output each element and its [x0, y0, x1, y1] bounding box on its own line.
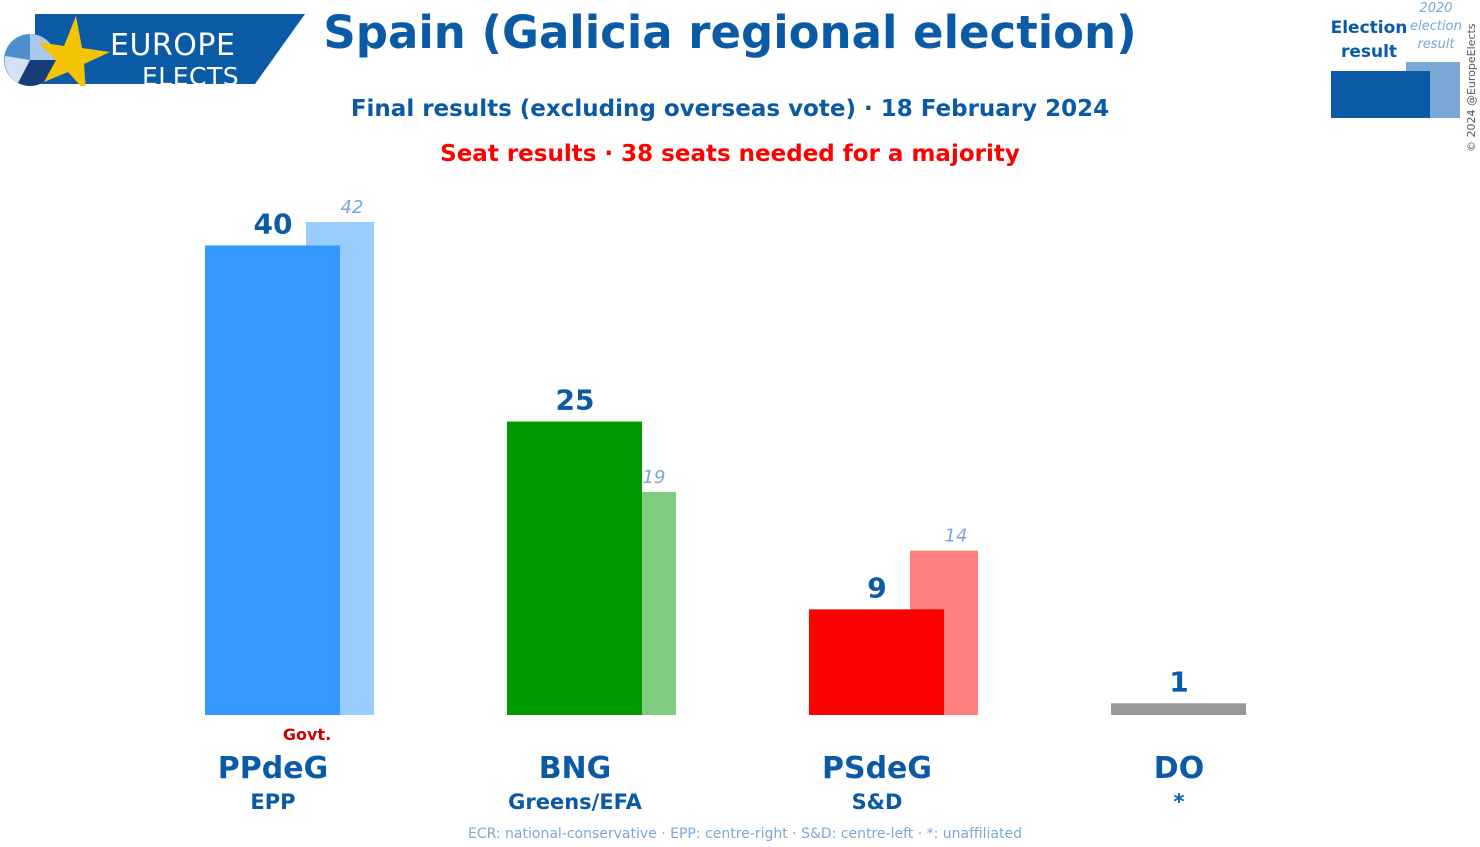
annotation-govt: Govt. [283, 725, 331, 744]
legend [1325, 0, 1465, 125]
logo-line1: EUROPE [110, 28, 236, 63]
seat-note: Seat results · 38 seats needed for a maj… [440, 141, 1020, 167]
category-label-bng: BNG [539, 751, 612, 786]
value-label-do: 1 [1169, 665, 1188, 698]
europe-elects-logo: EUROPE ELECTS [0, 12, 310, 92]
value-label-bng: 25 [556, 384, 595, 417]
chart-subtitle: Final results (excluding overseas vote) … [350, 96, 1110, 122]
value-label-previous-ppdeg: 42 [341, 197, 364, 218]
value-label-previous-bng: 19 [643, 467, 666, 488]
bar-current-psdeg [809, 609, 944, 715]
group-legend-footer: ECR: national-conservative · EPP: centre… [467, 826, 1023, 842]
group-label-do: * [1174, 790, 1185, 814]
group-label-psdeg: S&D [852, 790, 903, 814]
legend-current-label: Election result [1330, 18, 1408, 62]
bar-current-do [1111, 703, 1246, 715]
value-label-ppdeg: 40 [254, 207, 293, 240]
legend-graphic [1331, 62, 1460, 118]
bar-current-ppdeg [205, 245, 340, 715]
bar-current-bng [507, 421, 642, 715]
copyright-credit: © 2024 @EuropeElects [1465, 23, 1478, 152]
group-label-bng: Greens/EFA [508, 790, 642, 814]
value-label-psdeg: 9 [867, 571, 886, 604]
logo-graphic [4, 14, 305, 92]
legend-current-swatch [1331, 71, 1430, 118]
group-label-ppdeg: EPP [250, 790, 295, 814]
logo-line2: ELECTS [142, 62, 240, 91]
category-label-ppdeg: PPdeG [218, 751, 328, 786]
chart-title: Spain (Galicia regional election) [323, 6, 1137, 59]
category-label-do: DO [1154, 751, 1204, 786]
legend-previous-label: 2020 election result [1410, 1, 1462, 52]
category-label-psdeg: PSdeG [822, 751, 932, 786]
value-label-previous-psdeg: 14 [945, 526, 968, 547]
